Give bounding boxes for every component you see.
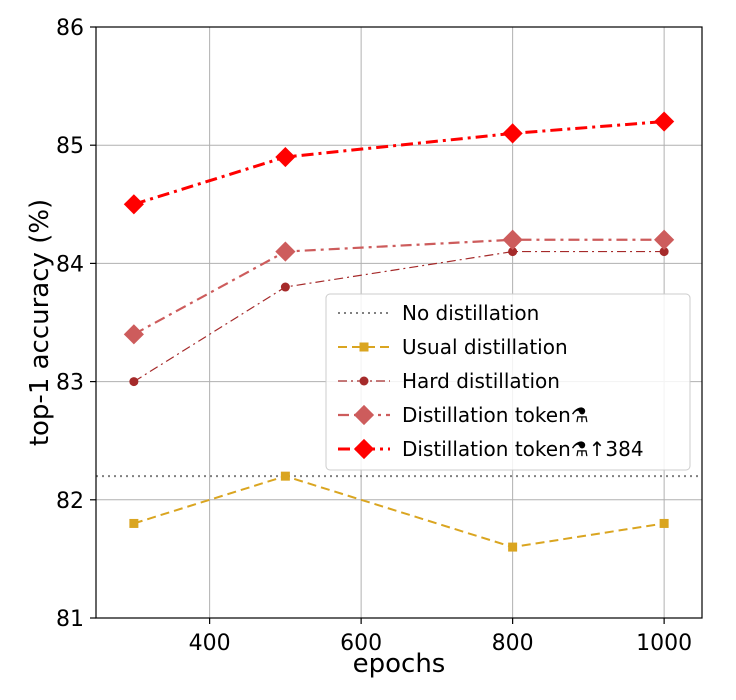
data-point — [123, 324, 144, 345]
data-point — [123, 194, 144, 215]
legend-label: Distillation token⚗↑384 — [402, 437, 644, 461]
legend-marker — [359, 342, 369, 352]
series-3 — [123, 111, 675, 215]
legend-entry: Distillation token⚗↑384 — [338, 437, 644, 461]
legend-marker — [353, 404, 375, 426]
data-point — [275, 241, 296, 262]
x-tick-label: 600 — [340, 631, 382, 656]
data-point — [659, 518, 669, 528]
plot-frame — [95, 26, 703, 619]
legend: No distillation Usual distillation Hard di… — [325, 293, 691, 471]
y-tick-label: 81 — [56, 607, 84, 632]
series-0 — [129, 471, 669, 552]
x-axis-title: epochs — [353, 649, 446, 679]
legend-entry: Usual distillation — [338, 335, 568, 359]
series-layer — [96, 111, 702, 552]
data-point — [508, 247, 518, 257]
legend-marker — [359, 376, 369, 386]
data-point — [508, 542, 518, 552]
data-point — [129, 518, 139, 528]
data-point — [654, 111, 675, 132]
legend-label: Distillation token⚗ — [402, 403, 589, 427]
legend-label: Hard distillation — [402, 369, 560, 393]
x-tick-label: 1000 — [636, 631, 692, 656]
data-point — [275, 146, 296, 168]
series-line — [133, 475, 665, 549]
series-line — [133, 120, 665, 206]
data-point — [654, 229, 675, 250]
y-tick-label: 83 — [56, 371, 84, 396]
y-axis-title: top-1 accuracy (%) — [25, 199, 55, 446]
tick-labels: 400 600 800 1000 81 82 83 84 85 86 — [56, 16, 692, 656]
series-line — [133, 250, 665, 383]
data-point — [502, 123, 523, 144]
series-2 — [123, 229, 675, 345]
x-tick-label: 400 — [189, 631, 231, 656]
legend-label: No distillation — [402, 301, 539, 325]
data-point — [502, 229, 523, 250]
y-tick-label: 84 — [56, 252, 84, 277]
legend-box — [325, 293, 691, 471]
data-point — [280, 282, 290, 292]
y-tick-label: 82 — [56, 489, 84, 514]
legend-entry: Distillation token⚗ — [338, 403, 589, 427]
y-tick-label: 86 — [56, 16, 84, 41]
series-1 — [129, 247, 669, 387]
legend-label: Usual distillation — [402, 335, 568, 359]
legend-marker — [353, 438, 375, 460]
data-point — [129, 377, 139, 387]
data-point — [659, 247, 669, 257]
y-tick-label: 85 — [56, 134, 84, 159]
data-point — [280, 471, 290, 481]
legend-entry: No distillation — [338, 301, 539, 325]
x-tick-label: 800 — [492, 631, 534, 656]
legend-entry: Hard distillation — [338, 369, 560, 393]
